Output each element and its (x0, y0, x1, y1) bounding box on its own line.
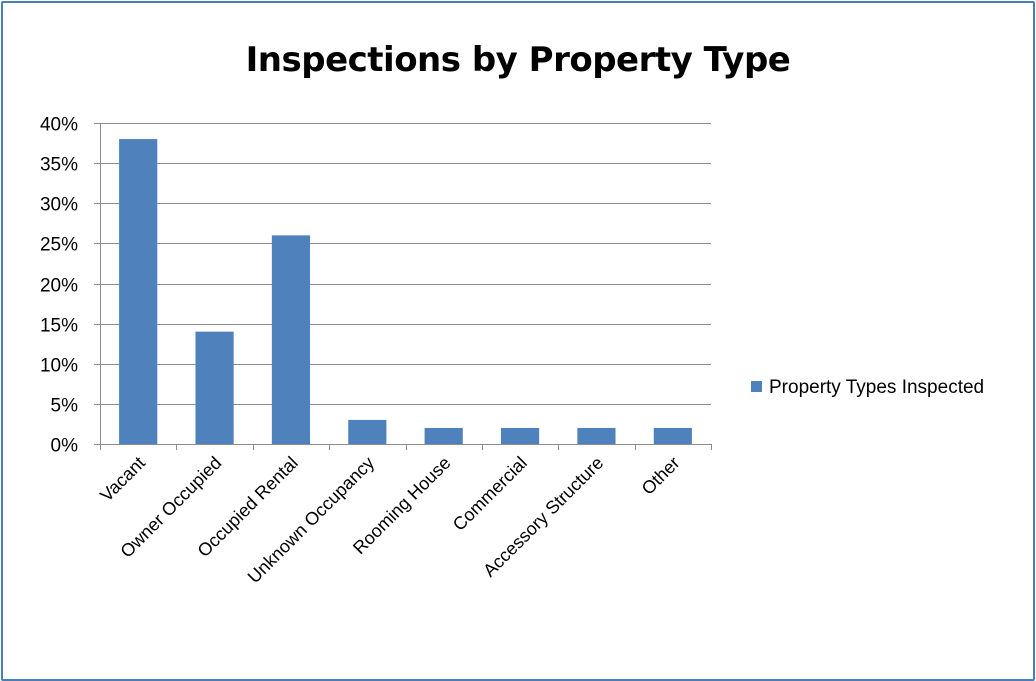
y-tick-labels: 0% 5% 10% 15% 20% 25% 30% 35% 40% (40, 115, 78, 457)
bar (653, 427, 692, 444)
x-tick-label: Commercial (449, 453, 531, 535)
y-tick-label: 20% (40, 276, 78, 297)
legend-label: Property Types Inspected (769, 377, 984, 398)
x-tick-label: Unknown Occupancy (244, 453, 378, 587)
x-tick-label: Other (638, 453, 684, 499)
bar (577, 427, 616, 444)
legend: Property Types Inspected (751, 377, 984, 398)
bar (424, 427, 463, 444)
y-tick-label: 0% (51, 436, 79, 457)
chart-title: Inspections by Property Type (245, 40, 791, 80)
y-tick-label: 30% (40, 195, 78, 216)
legend-swatch (751, 381, 762, 392)
axes (94, 123, 712, 450)
y-tick-label: 5% (51, 396, 79, 417)
bar (119, 139, 158, 445)
y-tick-label: 25% (40, 235, 78, 256)
y-tick-label: 15% (40, 316, 78, 337)
bar (271, 235, 311, 444)
bars (119, 139, 692, 445)
y-tick-label: 10% (40, 356, 78, 377)
bar (195, 331, 234, 444)
y-tick-label: 40% (40, 115, 78, 136)
bar (348, 419, 387, 444)
bar (500, 427, 540, 444)
gridlines (100, 123, 711, 405)
y-tick-label: 35% (40, 155, 78, 176)
x-tick-label: Vacant (96, 453, 149, 506)
